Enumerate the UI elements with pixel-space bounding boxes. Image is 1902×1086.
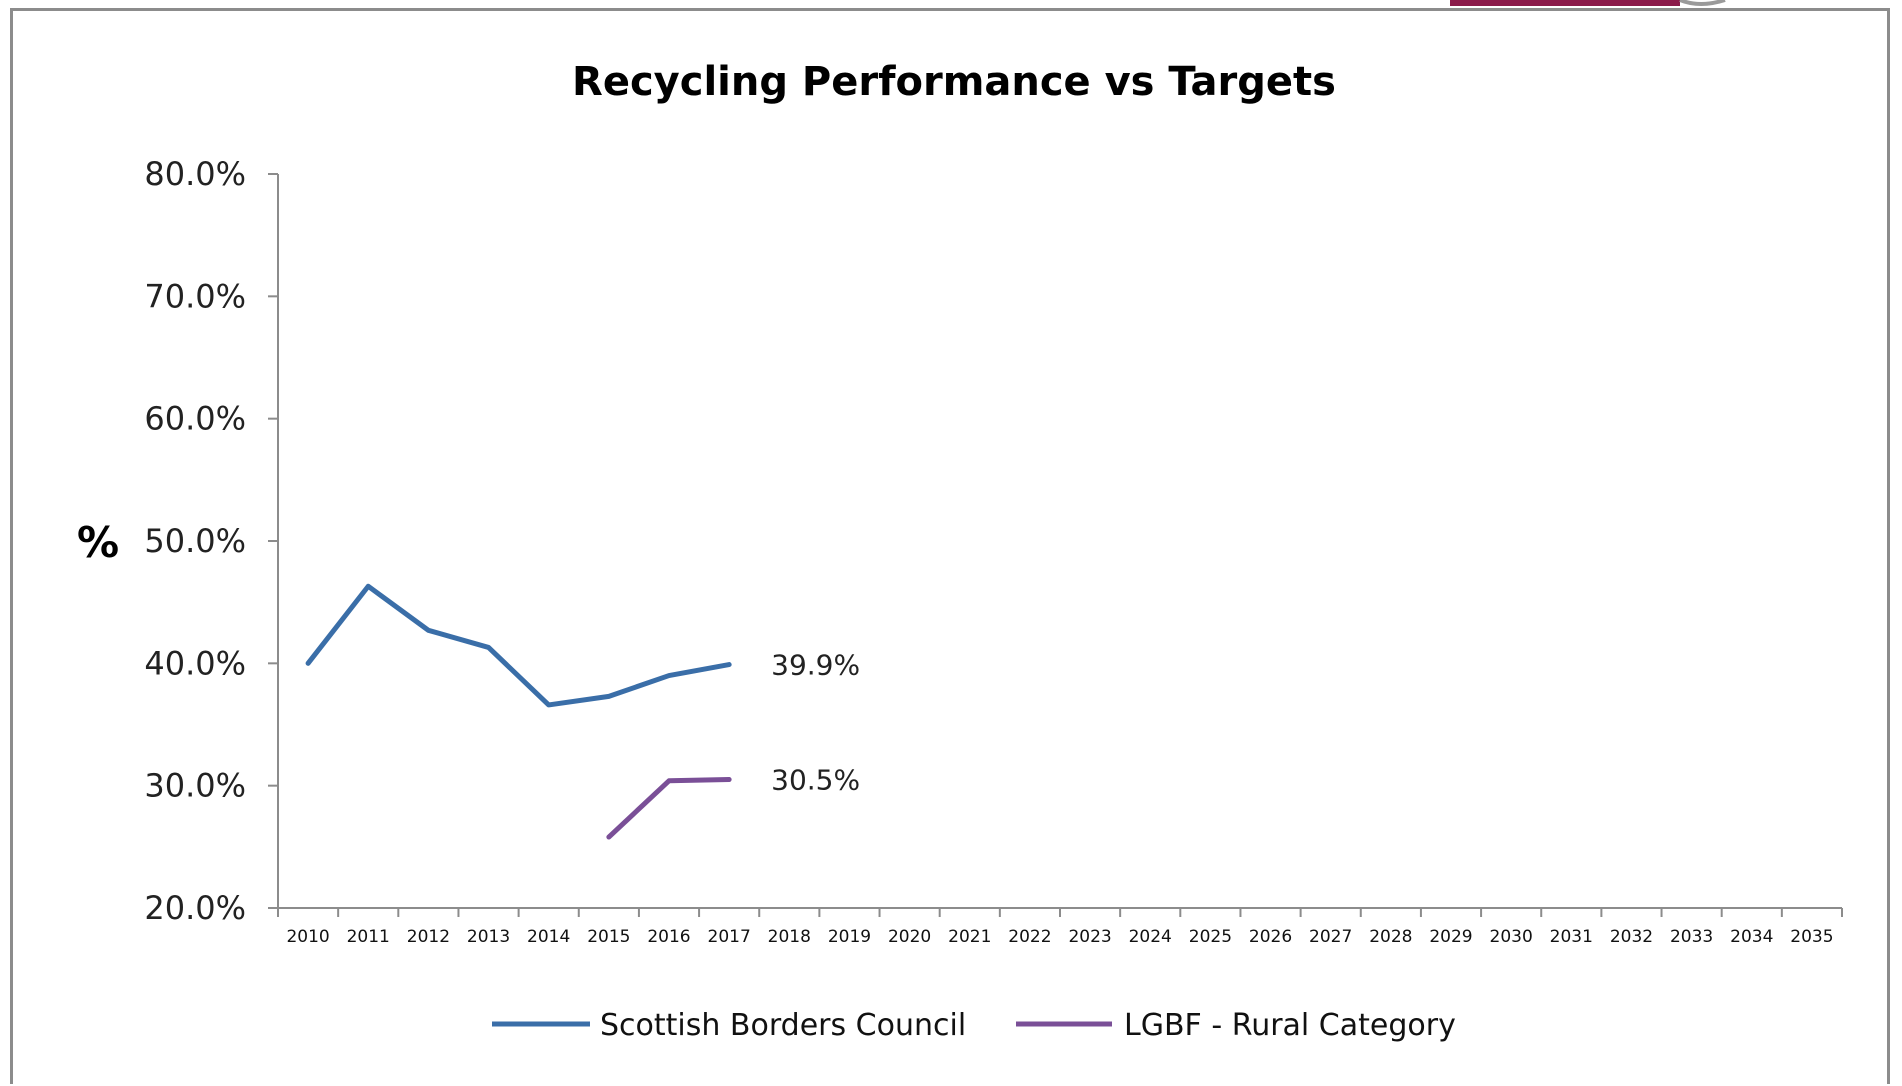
corner-decoration	[1450, 0, 1726, 6]
x-tick-label: 2013	[467, 927, 510, 947]
series-layer: 39.9% 30.5%	[305, 583, 860, 840]
y-tick-label: 50.0%	[144, 522, 246, 560]
x-tick-label: 2021	[948, 927, 991, 947]
x-tick-label: 2028	[1369, 927, 1412, 947]
x-tick-label: 2027	[1309, 927, 1352, 947]
x-tick-label: 2022	[1008, 927, 1051, 947]
corner-decoration-bar	[1450, 0, 1680, 6]
x-tick-label: 2015	[587, 927, 630, 947]
x-tick-label: 2024	[1129, 927, 1172, 947]
x-tick-label: 2033	[1670, 927, 1713, 947]
x-tick-label: 2012	[407, 927, 450, 947]
x-axis: 2010 2011 2012 2013 2014 2015 2016 2017 2018 2019…	[277, 907, 1843, 947]
y-axis-label: %	[77, 518, 119, 567]
x-tick-label: 2029	[1429, 927, 1472, 947]
legend-label-2: LGBF - Rural Category	[1124, 1008, 1456, 1043]
y-tick-label: 30.0%	[144, 767, 246, 805]
series-line-1	[305, 583, 732, 708]
y-tick-label: 60.0%	[144, 400, 246, 438]
y-tick-label: 70.0%	[144, 277, 246, 315]
y-axis: 20.0% 30.0% 40.0% 50.0% 60.0% 70.0% 80.0%	[144, 155, 279, 927]
legend: Scottish Borders Council LGBF - Rural Cat…	[492, 1008, 1456, 1043]
x-tick-label: 2010	[286, 927, 329, 947]
x-tick-label: 2035	[1790, 927, 1833, 947]
x-tick-label: 2016	[647, 927, 690, 947]
x-tick-label: 2014	[527, 927, 570, 947]
x-tick-label: 2017	[708, 927, 751, 947]
y-tick-label: 20.0%	[144, 889, 246, 927]
x-tick-label: 2034	[1730, 927, 1773, 947]
x-tick-label: 2032	[1610, 927, 1653, 947]
legend-label-1: Scottish Borders Council	[600, 1008, 966, 1043]
series-line-2	[606, 777, 732, 840]
y-tick-label: 80.0%	[144, 155, 246, 193]
corner-decoration-curve	[1679, 0, 1726, 6]
x-tick-label: 2026	[1249, 927, 1292, 947]
series-2-end-label: 30.5%	[771, 764, 860, 797]
x-tick-label: 2031	[1550, 927, 1593, 947]
chart-frame	[10, 8, 1890, 1084]
x-tick-label: 2018	[768, 927, 811, 947]
x-tick-label: 2023	[1068, 927, 1111, 947]
y-tick-label: 40.0%	[144, 644, 246, 682]
x-tick-label: 2011	[347, 927, 390, 947]
series-1-end-label: 39.9%	[771, 649, 860, 682]
x-tick-label: 2020	[888, 927, 931, 947]
x-tick-label: 2030	[1490, 927, 1533, 947]
x-tick-label: 2019	[828, 927, 871, 947]
x-tick-label: 2025	[1189, 927, 1232, 947]
chart-title: Recycling Performance vs Targets	[572, 59, 1336, 105]
